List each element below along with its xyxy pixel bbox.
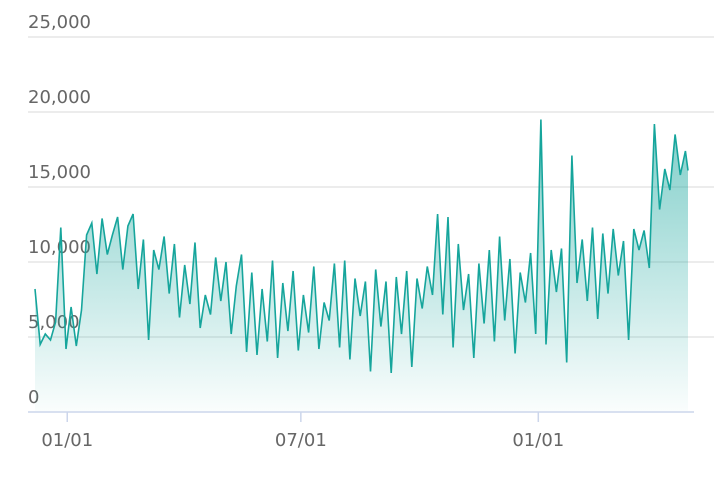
y-tick-label: 5,000 [28,312,80,333]
y-tick-label: 15,000 [28,162,91,183]
x-tick-label: 01/01 [512,430,564,451]
area [35,119,688,412]
x-tick-label: 07/01 [275,430,327,451]
y-tick-label: 20,000 [28,87,91,108]
x-tick-label: 01/01 [41,430,93,451]
y-tick-label: 0 [28,387,39,408]
y-tick-label: 25,000 [28,12,91,33]
line [34,119,689,374]
